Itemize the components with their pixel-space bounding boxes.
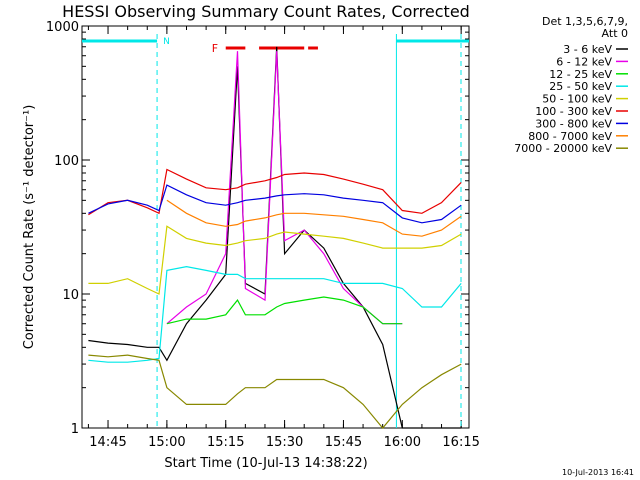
x-axis: 14:45 15:00 15:15 15:30 15:45 16:00 16:15 <box>87 26 480 450</box>
y-tick-label: 10 <box>62 288 79 303</box>
x-tick-label: 15:15 <box>207 435 244 450</box>
chart-title: HESSI Observing Summary Count Rates, Cor… <box>62 2 470 21</box>
series-lines <box>88 46 462 429</box>
x-tick-label: 15:45 <box>325 435 362 450</box>
x-tick-label: 16:15 <box>442 435 479 450</box>
legend-label: 12 - 25 keV <box>549 68 612 81</box>
series-line-4 <box>88 225 462 295</box>
saa-label: N <box>163 37 170 47</box>
legend-label: 7000 - 20000 keV <box>514 142 612 155</box>
legend-header-line-2: Att 0 <box>602 27 628 40</box>
x-tick-label: 15:30 <box>266 435 303 450</box>
legend-label: 25 - 50 keV <box>549 80 612 93</box>
series-line-1 <box>166 51 403 325</box>
footer-timestamp: 10-Jul-2013 16:41 <box>562 468 634 477</box>
y-tick-label: 1000 <box>46 20 79 35</box>
y-axis: 1 10 100 1000 <box>46 20 469 437</box>
series-line-2 <box>166 296 403 325</box>
plot-frame <box>81 25 470 429</box>
series-line-6 <box>88 184 462 224</box>
legend-label: 6 - 12 keV <box>556 55 612 68</box>
legend-label: 50 - 100 keV <box>542 93 612 106</box>
y-tick-label: 100 <box>54 154 79 169</box>
series-line-3 <box>88 265 462 363</box>
x-axis-label: Start Time (10-Jul-13 14:38:22) <box>164 456 367 471</box>
legend-header-line-1: Det 1,3,5,6,7,9, <box>542 15 628 28</box>
series-line-8 <box>88 354 462 429</box>
x-tick-label: 14:45 <box>89 435 126 450</box>
x-tick-label: 15:00 <box>148 435 185 450</box>
series-line-7 <box>166 199 462 237</box>
legend-label: 800 - 7000 keV <box>528 130 612 143</box>
y-tick-label: 1 <box>71 422 79 437</box>
series-line-5 <box>88 168 462 216</box>
legend-label: 3 - 6 keV <box>563 43 612 56</box>
legend-label: 300 - 800 keV <box>535 117 612 130</box>
x-tick-label: 16:00 <box>384 435 421 450</box>
legend-label: 100 - 300 keV <box>535 105 612 118</box>
flare-label: F <box>212 42 218 55</box>
y-axis-label: Corrected Count Rate (s⁻¹ detector⁻¹) <box>22 105 37 350</box>
